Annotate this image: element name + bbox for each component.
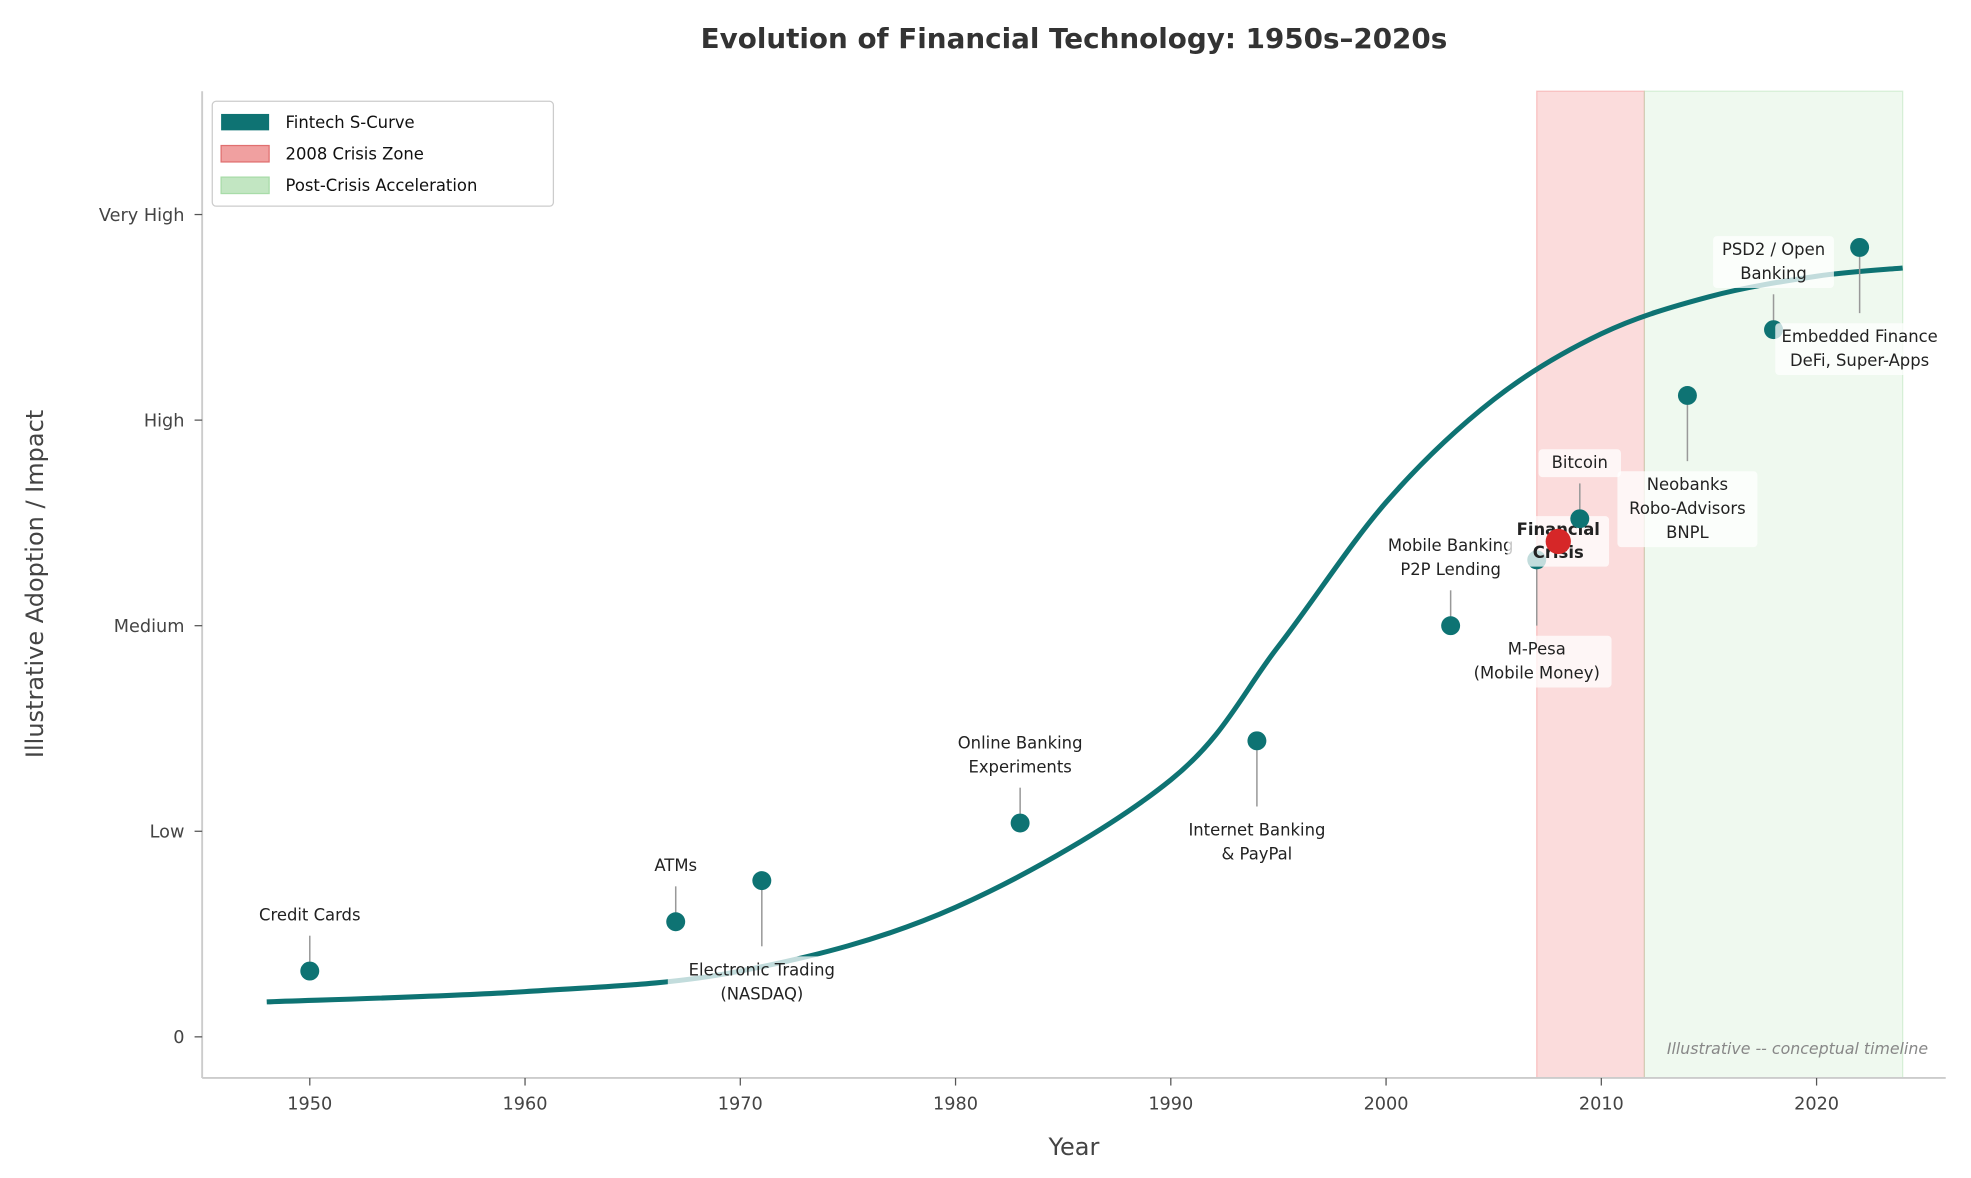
- milestone-label: Electronic Trading: [689, 960, 835, 979]
- milestone-embedded-finance: Embedded Finance DeFi, Super-Apps: [1775, 237, 1945, 376]
- milestone-m-pesa: M-Pesa (Mobile Money): [1461, 550, 1612, 688]
- label-box: [1461, 635, 1612, 688]
- milestone-label: (NASDAQ): [720, 984, 803, 1003]
- x-tick-label: 1960: [503, 1095, 548, 1115]
- label-box: [1775, 323, 1945, 376]
- legend-label-post-crisis: Post-Crisis Acceleration: [286, 176, 478, 195]
- milestone-point: [1247, 731, 1267, 751]
- y-tick-label: Very High: [99, 206, 185, 226]
- milestone-label: BNPL: [1666, 523, 1709, 542]
- label-box: [648, 852, 703, 881]
- chart-title: Evolution of Financial Technology: 1950s…: [701, 22, 1448, 55]
- milestone-point: [1850, 237, 1870, 257]
- footnote: Illustrative -- conceptual timeline: [1667, 1039, 1928, 1058]
- legend: Fintech S-Curve 2008 Crisis Zone Post-Cr…: [211, 100, 555, 207]
- milestone-label: Robo-Advisors: [1629, 499, 1746, 518]
- x-tick-label: 1990: [1148, 1095, 1193, 1115]
- legend-swatch-crisis: [220, 144, 270, 163]
- legend-label-crisis: 2008 Crisis Zone: [286, 144, 424, 163]
- milestone-atms: ATMs: [648, 852, 703, 932]
- label-box: [667, 956, 856, 1009]
- milestone-label: & PayPal: [1222, 845, 1293, 864]
- y-tick-label: Medium: [114, 617, 185, 637]
- milestone-online-banking: Online Banking Experiments: [945, 729, 1095, 833]
- milestone-neobanks: Neobanks Robo-Advisors BNPL: [1617, 385, 1758, 548]
- label-box: [244, 901, 375, 930]
- milestone-point: [1010, 813, 1030, 833]
- legend-label-curve: Fintech S-Curve: [286, 113, 415, 132]
- milestone-label: Embedded Finance: [1782, 327, 1938, 346]
- x-tick-label: 1980: [933, 1095, 978, 1115]
- milestone-electronic-trading: Electronic Trading (NASDAQ): [667, 871, 856, 1009]
- milestone-internet-banking: Internet Banking & PayPal: [1172, 731, 1342, 869]
- milestone-label: Credit Cards: [259, 906, 360, 925]
- legend-swatch-post-crisis: [220, 176, 270, 195]
- milestone-label: Online Banking: [958, 734, 1083, 753]
- milestone-label: Banking: [1740, 264, 1807, 283]
- label-box: [1617, 471, 1758, 548]
- x-axis-label: Year: [1048, 1133, 1100, 1161]
- milestone-label: PSD2 / Open: [1722, 240, 1825, 259]
- milestone-point: [1545, 528, 1571, 555]
- milestone-label: Experiments: [968, 758, 1071, 777]
- milestone-mobile-banking: Mobile Banking P2P Lending: [1375, 532, 1526, 636]
- milestone-label: (Mobile Money): [1474, 664, 1600, 683]
- x-tick-label: 1970: [718, 1095, 763, 1115]
- milestone-label: ATMs: [654, 856, 697, 875]
- y-tick-label: 0: [173, 1028, 184, 1048]
- x-tick-label: 2000: [1364, 1095, 1409, 1115]
- milestone-label: DeFi, Super-Apps: [1790, 351, 1929, 370]
- milestone-financial: FinancialCrisis: [1507, 516, 1610, 567]
- label-box: [1538, 449, 1621, 478]
- label-box: [1172, 816, 1342, 869]
- milestone-label: M-Pesa: [1508, 640, 1566, 659]
- milestone-point: [1441, 616, 1461, 636]
- crisis-zone-span: [1536, 90, 1646, 1079]
- milestone-point: [1677, 385, 1697, 405]
- label-box: [945, 729, 1095, 782]
- milestone-label: Internet Banking: [1188, 821, 1325, 840]
- milestone-point: [666, 912, 686, 932]
- milestone-point: [300, 961, 320, 981]
- x-tick-label: 2010: [1579, 1095, 1624, 1115]
- milestone-label: Neobanks: [1647, 475, 1728, 494]
- milestone-label: P2P Lending: [1400, 560, 1501, 579]
- label-box: [1375, 532, 1526, 584]
- y-axis-label: Illustrative Adoption / Impact: [21, 410, 49, 758]
- x-tick-label: 2020: [1794, 1095, 1839, 1115]
- milestone-point: [1570, 509, 1590, 529]
- label-box: [1713, 236, 1834, 288]
- milestone-bitcoin: Bitcoin: [1538, 449, 1621, 529]
- y-tick-label: Low: [150, 823, 185, 843]
- s-curve-line: [266, 265, 1903, 1005]
- y-tick-label: High: [144, 411, 185, 431]
- x-tick-label: 1950: [287, 1095, 332, 1115]
- milestone-label: Bitcoin: [1552, 453, 1608, 472]
- milestone-point: [752, 871, 772, 891]
- legend-swatch-curve: [221, 113, 270, 131]
- milestone-credit-cards: Credit Cards: [244, 901, 375, 981]
- milestone-label: Mobile Banking: [1388, 536, 1514, 555]
